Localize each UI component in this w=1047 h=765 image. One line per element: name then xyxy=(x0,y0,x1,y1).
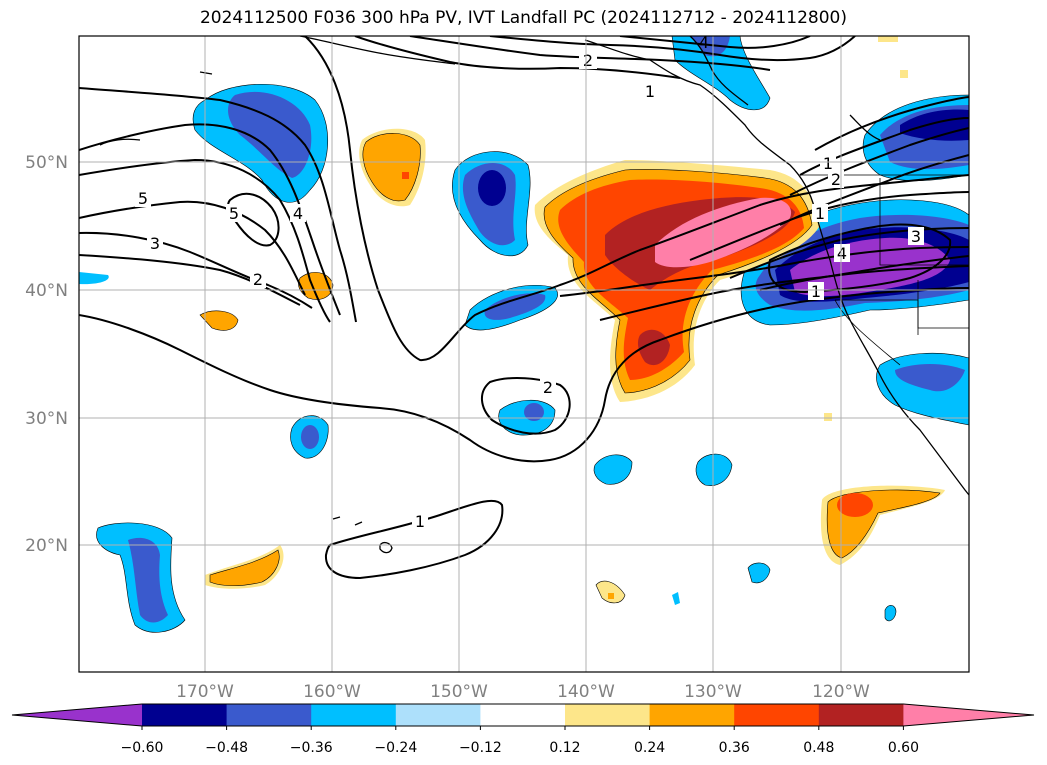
lon-label: 140°W xyxy=(557,682,615,702)
lat-label: 20°N xyxy=(25,536,68,556)
contour-label: 1 xyxy=(823,154,833,173)
lat-label: 40°N xyxy=(25,281,68,301)
lon-label: 120°W xyxy=(812,682,870,702)
colorbar-segment xyxy=(480,704,566,726)
contour-label: 3 xyxy=(150,234,160,253)
colorbar: −0.60 −0.48 −0.36 −0.24 −0.12 0.12 0.24 0.36 0.4… xyxy=(11,703,1035,756)
colorbar-segment xyxy=(818,704,904,726)
lon-label: 170°W xyxy=(176,682,234,702)
colorbar-tick-label: 0.60 xyxy=(888,740,919,756)
lon-label: 160°W xyxy=(303,682,361,702)
contour-label: 1 xyxy=(645,82,655,101)
contour-label: 3 xyxy=(911,227,921,246)
pv-negative-blob-southwest xyxy=(96,522,186,633)
colorbar-tick-label: 0.12 xyxy=(549,740,580,756)
colorbar-segment xyxy=(649,704,735,726)
colorbar-segment xyxy=(226,704,312,726)
lat-labels: 50°N 40°N 30°N 20°N xyxy=(25,153,68,556)
contour-label: 5 xyxy=(229,204,239,223)
map-title: 2024112500 F036 300 hPa PV, IVT Landfall… xyxy=(199,8,847,28)
contour-label: 1 xyxy=(811,282,821,301)
gridlines xyxy=(79,36,969,672)
colorbar-tick-label: −0.36 xyxy=(290,740,333,756)
lon-label: 130°W xyxy=(684,682,742,702)
map-area: 2 1 1 2 5 5 4 3 2 2 1 1 3 4 xyxy=(79,33,969,672)
colorbar-tick-label: −0.60 xyxy=(121,740,164,756)
contour-label: 1 xyxy=(815,204,825,223)
pv-positive-small-blobs xyxy=(199,36,908,604)
contour-label: 4 xyxy=(699,33,709,52)
lon-labels: 170°W 160°W 150°W 140°W 130°W 120°W xyxy=(176,682,870,702)
pv-negative-blob-northwest xyxy=(192,83,329,203)
colorbar-segment xyxy=(395,704,481,726)
colorbar-tick-label: −0.48 xyxy=(205,740,248,756)
contour-label: 4 xyxy=(293,204,303,223)
colorbar-tick-label: 0.48 xyxy=(803,740,834,756)
colorbar-tick-label: 0.36 xyxy=(719,740,750,756)
lat-label: 30°N xyxy=(25,409,68,429)
pv-negative-blob-gulf-alaska xyxy=(671,36,771,111)
map-border xyxy=(78,35,970,673)
colorbar-segment xyxy=(565,704,651,726)
contour-label: 5 xyxy=(138,189,148,208)
colorbar-tick-label: −0.12 xyxy=(459,740,502,756)
colorbar-tick-label: −0.24 xyxy=(374,740,417,756)
pv-contours xyxy=(79,36,969,580)
lon-label: 150°W xyxy=(430,682,488,702)
pv-negative-blob-central xyxy=(452,151,531,257)
colorbar-tick-label: 0.24 xyxy=(634,740,665,756)
contour-labels: 2 1 1 2 5 5 4 3 2 2 1 1 3 4 xyxy=(135,33,924,531)
contour-label: 4 xyxy=(837,244,847,263)
colorbar-segment xyxy=(142,704,228,726)
pv-positive-blob-north xyxy=(359,128,426,207)
contour-label: 2 xyxy=(583,51,593,70)
contour-label: 2 xyxy=(831,170,841,189)
contour-label: 1 xyxy=(415,512,425,531)
contour-label: 2 xyxy=(253,270,263,289)
colorbar-extend-right xyxy=(903,704,1034,726)
contour-label: 2 xyxy=(543,378,553,397)
colorbar-extend-left xyxy=(12,704,142,726)
colorbar-segment xyxy=(311,704,397,726)
lat-label: 50°N xyxy=(25,153,68,173)
pv-negative-blob-elongated xyxy=(464,284,558,331)
colorbar-segment xyxy=(734,704,820,726)
